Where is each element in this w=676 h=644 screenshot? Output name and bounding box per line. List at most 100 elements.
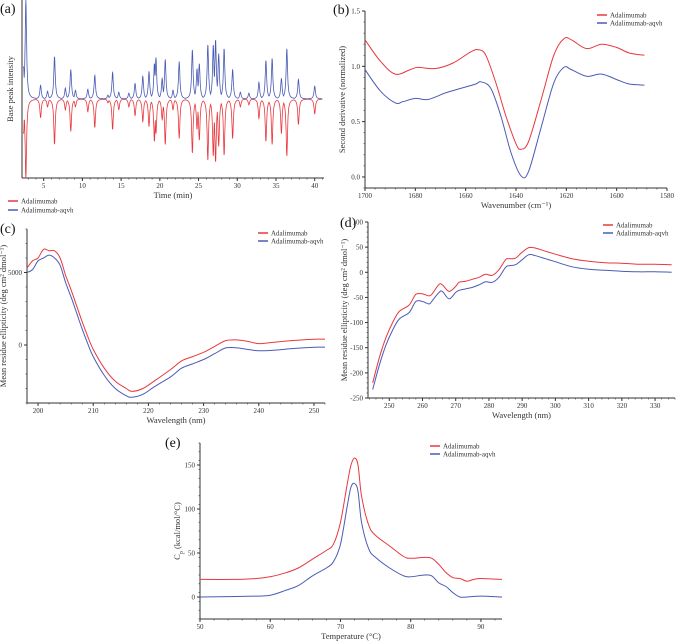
- legend-label: Adalimumab: [616, 222, 653, 230]
- y-tick-label: -100: [350, 319, 363, 327]
- x-tick-label: 1660: [459, 192, 474, 200]
- x-tick-label: 25: [195, 182, 203, 190]
- panel-e: (e) 50 60 70 80 90 0 50 100 150 Temperature (°C) Cp…: [165, 436, 503, 641]
- legend-label: Adalimumab: [443, 443, 480, 451]
- series-line-adalimumab-aqvh: [364, 66, 645, 179]
- x-tick-label: 70: [337, 623, 345, 631]
- x-tick-label: 35: [272, 182, 280, 190]
- x-tick-label: 320: [617, 402, 628, 410]
- series-line-adalimumab: [364, 36, 645, 150]
- y-tick-label: 0.0: [351, 173, 360, 181]
- y-axis-label: Second derivative (normalized): [337, 46, 347, 153]
- y-tick-label: -250: [350, 395, 363, 403]
- y-tick-label: 1.5: [351, 8, 360, 16]
- y-tick-label: 0.5: [351, 118, 360, 126]
- x-axis-label: Wavelength (nm): [146, 415, 205, 425]
- y-axis-label: Base peak intensity: [5, 55, 15, 122]
- series-line-adalimumab-aqvh: [26, 254, 326, 398]
- x-tick-label: 20: [156, 182, 164, 190]
- series-line-adalimumab-aqvh: [372, 253, 672, 390]
- x-tick-label: 270: [450, 402, 461, 410]
- x-tick-label: 40: [311, 182, 319, 190]
- panel-a: (a) 5 10 15 20 25 30 35 40 Time (min) Base peak in…: [0, 0, 324, 215]
- x-axis-label: Temperature (°C): [321, 631, 381, 641]
- y-tick-label: 5000: [8, 269, 23, 277]
- y-tick-label: 0: [360, 269, 364, 277]
- x-tick-label: 60: [267, 623, 275, 631]
- legend-label: Adalimumab: [21, 198, 58, 206]
- legend-label: Adalimumab: [610, 12, 647, 20]
- panel-label: (b): [333, 3, 350, 18]
- x-tick-label: 30: [234, 182, 242, 190]
- y-label-main: C: [172, 554, 182, 560]
- x-tick-label: 1700: [358, 192, 373, 200]
- x-tick-label: 1680: [408, 192, 423, 200]
- y-tick-label: 100: [185, 506, 196, 514]
- y-axis-label: Mean residue ellipticity (deg cm² dmol⁻¹…: [339, 239, 349, 382]
- y-label-sub: p: [179, 551, 185, 554]
- y-tick-label: 0: [19, 342, 23, 350]
- x-tick-label: 10: [79, 182, 87, 190]
- y-tick-label: 50: [188, 550, 196, 558]
- y-label-rest: (kcal/mol/°C): [172, 502, 182, 551]
- panel-label: (a): [0, 2, 16, 17]
- y-axis-label: Mean residue ellipticity (deg cm² dmol⁻¹…: [0, 245, 8, 388]
- x-tick-label: 230: [198, 407, 209, 415]
- panel-b: (b) 1700 1680 1660 1640 1620 1600 1580 0.0 0.5 1.0…: [333, 3, 675, 210]
- x-tick-label: 260: [417, 402, 428, 410]
- legend-label: Adalimumab-aqvh: [443, 451, 496, 459]
- series-line-adalimumab: [199, 457, 503, 582]
- x-tick-label: 200: [33, 407, 44, 415]
- x-tick-label: 250: [309, 407, 320, 415]
- series-line-adalimumab: [26, 248, 326, 392]
- y-tick-label: -50: [354, 294, 364, 302]
- x-tick-label: 1600: [610, 192, 625, 200]
- legend-label: Adalimumab-aqvh: [610, 20, 663, 28]
- y-axis-label: Cp (kcal/mol/°C): [172, 502, 185, 560]
- legend-label: Adalimumab-aqvh: [271, 238, 324, 246]
- x-axis-label: Time (min): [154, 190, 193, 200]
- x-tick-label: 330: [650, 402, 661, 410]
- legend-label: Adalimumab-aqvh: [21, 207, 74, 215]
- x-axis-label: Wavelength (nm): [492, 410, 551, 420]
- x-tick-label: 290: [517, 402, 528, 410]
- y-tick-label: -150: [350, 344, 363, 352]
- x-tick-label: 5: [42, 182, 46, 190]
- x-tick-label: 240: [254, 407, 265, 415]
- x-tick-label: 50: [197, 623, 205, 631]
- panel-c: (c) 200 210 220 230 240 250 0 5000 Wavelength (nm…: [0, 222, 326, 425]
- x-tick-label: 1580: [660, 192, 675, 200]
- x-tick-label: 210: [88, 407, 99, 415]
- series-line-adalimumab: [23, 98, 323, 179]
- y-tick-label: -200: [350, 369, 363, 377]
- series-line-adalimumab-aqvh: [199, 482, 503, 598]
- legend-label: Adalimumab: [271, 230, 308, 238]
- y-tick-label: 100: [353, 219, 364, 227]
- x-tick-label: 80: [407, 623, 415, 631]
- x-tick-label: 280: [484, 402, 495, 410]
- x-tick-label: 1640: [509, 192, 524, 200]
- panel-label: (c): [0, 222, 16, 237]
- x-tick-label: 15: [118, 182, 126, 190]
- panel-d: (d) 250 260 270 280 290 300 310 320 330 -250 -200 -1…: [339, 216, 676, 420]
- y-tick-label: 0: [192, 594, 196, 602]
- x-tick-label: 1620: [559, 192, 574, 200]
- panel-label: (d): [340, 216, 357, 231]
- y-tick-label: 150: [185, 462, 196, 470]
- x-tick-label: 310: [583, 402, 594, 410]
- x-tick-label: 90: [477, 623, 485, 631]
- legend-label: Adalimumab-aqvh: [616, 230, 669, 238]
- panel-label: (e): [165, 436, 181, 451]
- y-tick-label: 1.0: [351, 63, 360, 71]
- x-axis-label: Wavenumber (cm⁻¹): [481, 200, 551, 210]
- series-line-aqvh: [23, 0, 323, 100]
- y-tick-label: 50: [356, 244, 364, 252]
- x-tick-label: 300: [550, 402, 561, 410]
- x-tick-label: 250: [384, 402, 395, 410]
